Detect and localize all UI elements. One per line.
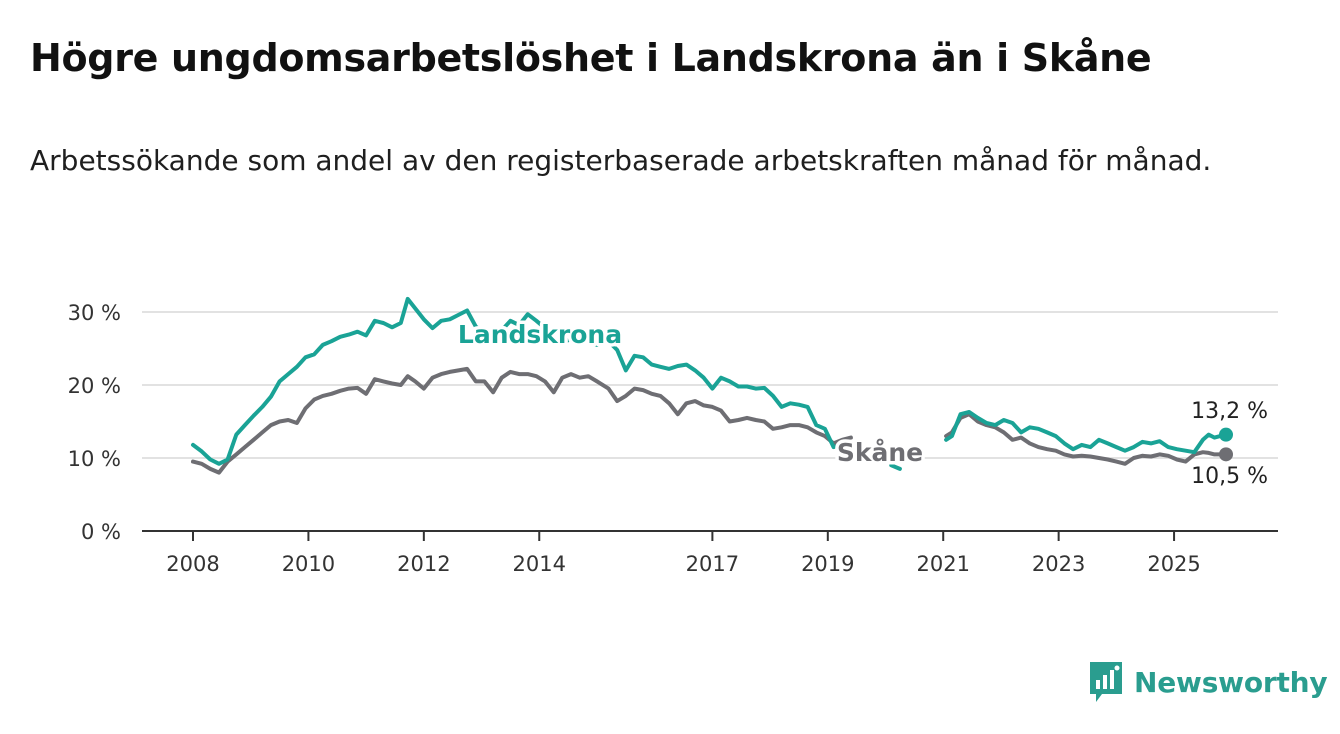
series-line-landskrona bbox=[944, 410, 1228, 455]
series-label-landskrona: Landskrona bbox=[458, 320, 622, 349]
x-tick-label: 2023 bbox=[1032, 552, 1085, 576]
series-line-skane bbox=[944, 412, 1228, 466]
series-label-skane: Skåne bbox=[837, 438, 923, 467]
x-tick-label: 2021 bbox=[916, 552, 969, 576]
x-tick-label: 2012 bbox=[397, 552, 450, 576]
brand-name: Newsworthy bbox=[1134, 665, 1328, 699]
newsworthy-logo-icon bbox=[1090, 662, 1122, 702]
x-tick-label: 2017 bbox=[686, 552, 739, 576]
chart-subtitle: Arbetssökande som andel av den registerb… bbox=[30, 144, 1212, 177]
x-tick-label: 2025 bbox=[1147, 552, 1200, 576]
x-tick-label: 2010 bbox=[282, 552, 335, 576]
series-line-skane bbox=[191, 366, 853, 475]
brand-logo[interactable]: Newsworthy bbox=[1088, 660, 1328, 704]
y-tick-label: 20 % bbox=[68, 374, 121, 398]
y-tick-label: 30 % bbox=[68, 301, 121, 325]
y-tick-label: 10 % bbox=[68, 447, 121, 471]
y-tick-label: 0 % bbox=[81, 520, 121, 544]
series-line-landskrona bbox=[191, 296, 853, 466]
end-point-landskrona bbox=[1219, 427, 1233, 442]
x-tick-label: 2008 bbox=[166, 552, 219, 576]
end-value-label-landskrona: 13,2 % bbox=[1191, 399, 1268, 424]
series-line-landskrona bbox=[889, 463, 902, 471]
chart-title: Högre ungdomsarbetslöshet i Landskrona ä… bbox=[30, 36, 1152, 80]
x-tick-label: 2014 bbox=[513, 552, 566, 576]
x-tick-label: 2019 bbox=[801, 552, 854, 576]
end-point-skane bbox=[1219, 447, 1233, 462]
end-value-label-skane: 10,5 % bbox=[1191, 464, 1268, 489]
